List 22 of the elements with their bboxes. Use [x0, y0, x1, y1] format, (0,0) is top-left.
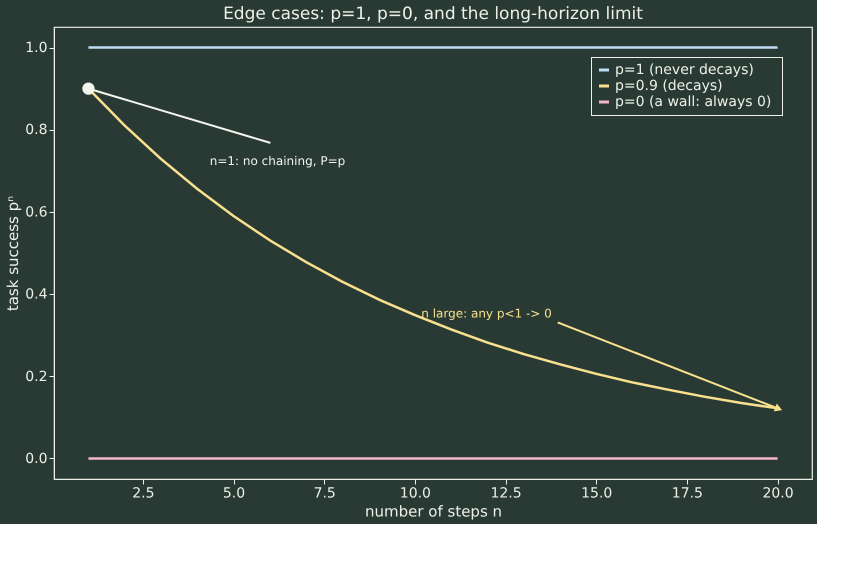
chart-title: Edge cases: p=1, p=0, and the long-horizon limit [223, 4, 644, 24]
y-tick-label: 0.4 [25, 286, 48, 303]
annotation: n=1: no chaining, P=p [210, 154, 346, 168]
x-tick-label: 12.5 [490, 486, 522, 502]
x-tick-label: 20.0 [762, 486, 794, 502]
y-axis-title: task success pⁿ [4, 196, 22, 312]
x-tick-label: 5.0 [222, 486, 246, 502]
y-tick-label: 0.6 [25, 204, 48, 220]
x-tick-label: 10.0 [400, 486, 431, 502]
legend-label: p=0 (a wall: always 0) [615, 94, 772, 110]
legend-label: p=0.9 (decays) [615, 78, 723, 94]
legend-label: p=1 (never decays) [615, 62, 754, 78]
x-tick-label: 2.5 [132, 486, 154, 502]
y-tick-label: 1.0 [25, 40, 48, 56]
y-tick-label: 0.8 [25, 122, 48, 138]
annotation: n large: any p<1 -> 0 [421, 306, 552, 320]
y-tick-label: 0.0 [25, 450, 48, 467]
x-tick-label: 17.5 [672, 486, 703, 502]
x-axis-title: number of steps n [364, 502, 502, 520]
x-tick-label: 15.0 [581, 486, 612, 502]
x-tick-label: 7.5 [314, 486, 336, 502]
y-tick-label: 0.2 [25, 368, 48, 385]
